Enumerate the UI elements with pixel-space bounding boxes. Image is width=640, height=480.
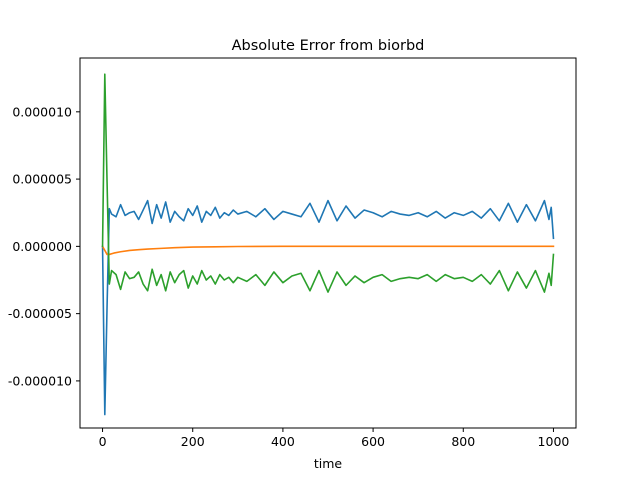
x-tick-label: 200 <box>181 434 205 449</box>
x-tick-label: 600 <box>361 434 385 449</box>
x-tick-label: 1000 <box>538 434 570 449</box>
y-tick-label: 0.000000 <box>12 239 72 254</box>
series-line-1 <box>101 199 555 416</box>
x-tick-label: 800 <box>451 434 475 449</box>
x-tick-label: 0 <box>99 434 107 449</box>
y-axis: -0.000010 -0.000005 0.000000 0.000005 0.0000… <box>8 104 80 388</box>
x-axis-label: time <box>314 456 343 471</box>
y-tick-label: -0.000010 <box>8 373 72 388</box>
y-tick-label: -0.000005 <box>8 306 72 321</box>
y-tick-label: 0.000010 <box>12 104 72 119</box>
x-axis: 0 200 400 600 800 1000 <box>99 428 570 449</box>
x-tick-label: 400 <box>271 434 295 449</box>
series-layer <box>101 73 555 416</box>
series-line-3 <box>101 73 555 293</box>
series-line-2 <box>101 245 555 256</box>
chart-title: Absolute Error from biorbd <box>232 38 425 54</box>
axes-frame <box>79 57 577 429</box>
y-tick-label: 0.000005 <box>12 172 72 187</box>
